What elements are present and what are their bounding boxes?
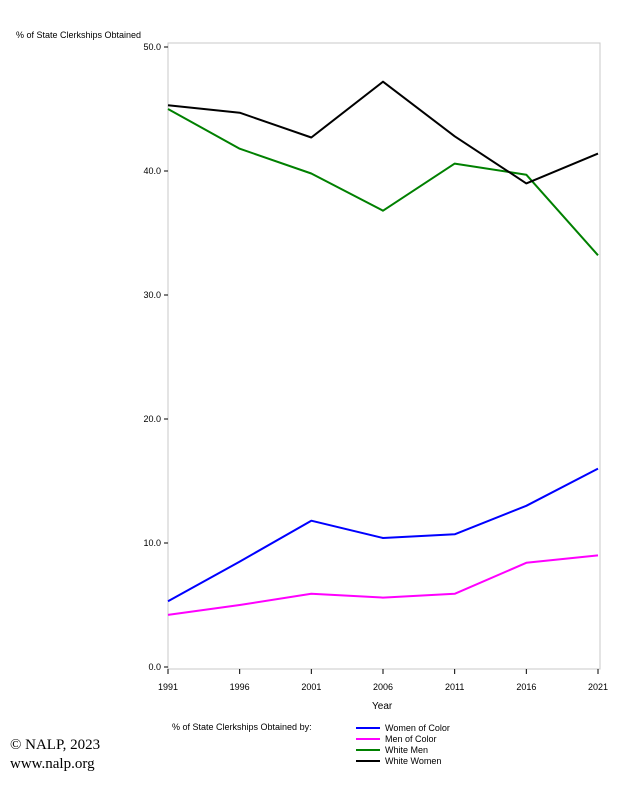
website-text: www.nalp.org bbox=[10, 756, 95, 772]
x-tick-label: 2006 bbox=[373, 682, 393, 692]
legend-swatch bbox=[356, 737, 380, 740]
legend-title: % of State Clerkships Obtained by: bbox=[172, 722, 312, 732]
copyright-text: © NALP, 2023 bbox=[10, 737, 101, 753]
y-tick-label: 0.0 bbox=[148, 662, 161, 672]
series-line-women-of-color bbox=[167, 467, 599, 603]
series-line-men-of-color bbox=[167, 554, 599, 616]
legend-item-white-men: White Men bbox=[356, 744, 450, 755]
y-tick-label: 10.0 bbox=[143, 538, 161, 548]
legend-label: Women of Color bbox=[385, 722, 450, 733]
x-tick-label: 2011 bbox=[445, 682, 464, 692]
legend-label: White Women bbox=[385, 756, 442, 767]
line-chart: 0.0 10.0 20.0 30.0 40.0 50.0 1991 1996 2001 2006… bbox=[143, 42, 608, 692]
y-axis-label: % of State Clerkships Obtained bbox=[16, 30, 142, 40]
series-line-white-women bbox=[167, 80, 599, 185]
series-line-white-men bbox=[167, 108, 599, 256]
legend-swatch bbox=[356, 726, 380, 729]
y-tick-label: 50.0 bbox=[143, 42, 161, 52]
x-tick-label: 2021 bbox=[588, 682, 608, 692]
y-tick-label: 30.0 bbox=[143, 290, 161, 300]
x-tick-label: 1991 bbox=[158, 682, 178, 692]
legend-swatch bbox=[356, 760, 380, 763]
legend-label: White Men bbox=[385, 744, 429, 755]
x-tick-label: 2001 bbox=[301, 682, 321, 692]
legend: Women of Color Men of Color White Men White… bbox=[356, 722, 450, 767]
y-tick-label: 20.0 bbox=[143, 414, 161, 424]
x-tick-label: 1996 bbox=[230, 682, 250, 692]
y-tick-label: 40.0 bbox=[143, 166, 161, 176]
legend-item-women-of-color: Women of Color bbox=[356, 722, 450, 733]
legend-item-white-women: White Women bbox=[356, 756, 450, 767]
x-axis-label: Year bbox=[372, 701, 393, 712]
plot-area bbox=[167, 42, 601, 670]
legend-item-men-of-color: Men of Color bbox=[356, 733, 450, 744]
legend-swatch bbox=[356, 748, 380, 751]
x-tick-label: 2016 bbox=[516, 682, 536, 692]
legend-label: Men of Color bbox=[385, 733, 437, 744]
